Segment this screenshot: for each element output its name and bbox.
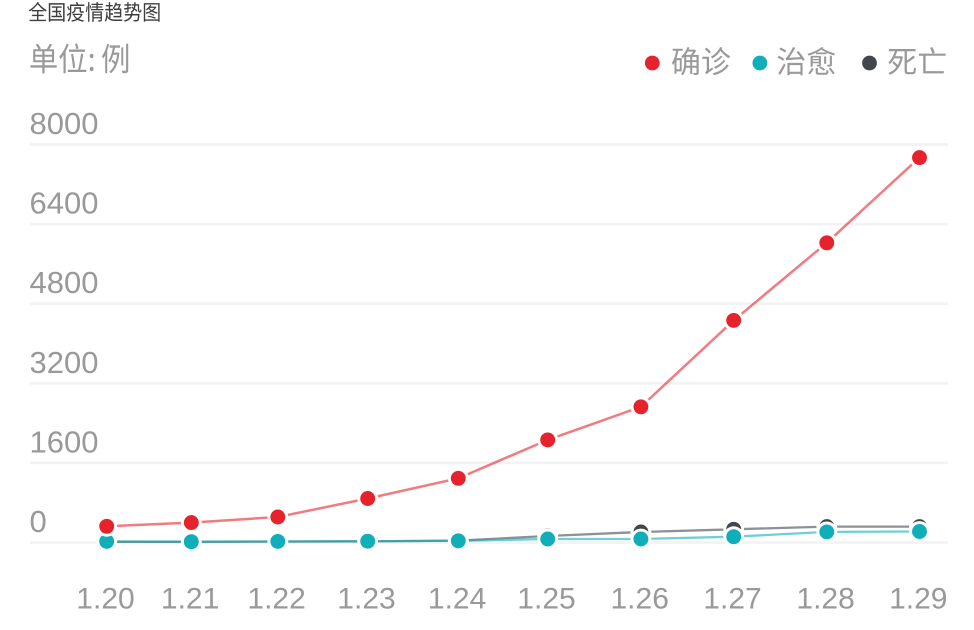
svg-text:1.25: 1.25 [517,583,575,616]
svg-text:1.22: 1.22 [247,583,305,616]
svg-text:1.21: 1.21 [161,583,219,616]
svg-text:3200: 3200 [30,345,99,380]
svg-text:0: 0 [30,504,47,539]
svg-text:1.27: 1.27 [703,583,761,616]
svg-text:1.20: 1.20 [76,583,134,616]
svg-text:1600: 1600 [30,424,99,459]
svg-text:1.28: 1.28 [796,583,854,616]
svg-text:8000: 8000 [30,106,99,141]
svg-text:4800: 4800 [30,265,99,300]
svg-text:1.24: 1.24 [428,583,486,616]
svg-text:1.29: 1.29 [889,583,947,616]
svg-text:1.23: 1.23 [337,583,395,616]
svg-text:1.26: 1.26 [611,583,669,616]
svg-text:6400: 6400 [30,186,99,221]
